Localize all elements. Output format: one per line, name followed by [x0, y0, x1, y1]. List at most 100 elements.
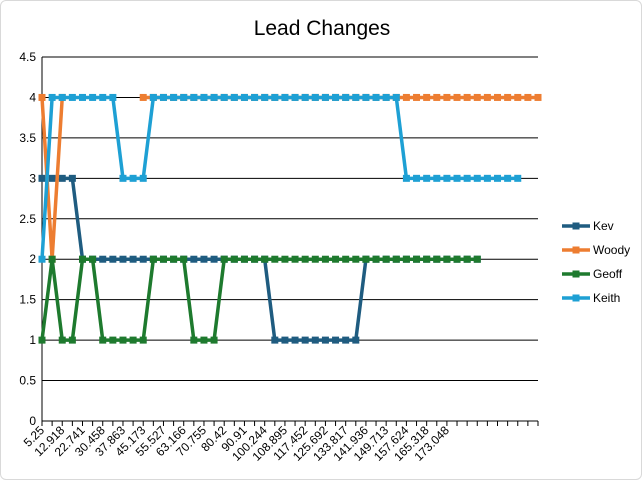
data-point-geoff — [240, 255, 248, 263]
data-point-geoff — [473, 255, 481, 263]
data-point-woody — [463, 93, 471, 101]
legend-item-geoff: Geoff — [562, 267, 623, 281]
data-point-keith — [119, 174, 127, 182]
data-point-geoff — [230, 255, 238, 263]
data-point-geoff — [159, 255, 167, 263]
data-point-geoff — [180, 255, 188, 263]
data-point-geoff — [362, 255, 370, 263]
data-point-geoff — [99, 336, 107, 344]
data-point-keith — [129, 174, 137, 182]
y-tick-label: 0.5 — [19, 374, 36, 388]
data-point-geoff — [463, 255, 471, 263]
data-point-keith — [89, 93, 97, 101]
data-point-woody — [524, 93, 532, 101]
data-point-geoff — [261, 255, 269, 263]
data-point-keith — [78, 93, 86, 101]
data-point-kev — [301, 336, 309, 344]
data-point-kev — [332, 336, 340, 344]
legend-item-keith: Keith — [562, 291, 620, 305]
data-point-keith — [342, 93, 350, 101]
y-tick-label: 2 — [29, 252, 36, 266]
legend-label: Woody — [593, 243, 630, 257]
data-point-keith — [180, 93, 188, 101]
data-point-geoff — [200, 336, 208, 344]
data-point-keith — [159, 93, 167, 101]
data-point-keith — [240, 93, 248, 101]
data-point-kev — [352, 336, 360, 344]
data-point-keith — [321, 93, 329, 101]
data-point-geoff — [129, 336, 137, 344]
data-point-geoff — [48, 255, 56, 263]
data-point-woody — [443, 93, 451, 101]
data-point-kev — [139, 255, 147, 263]
data-point-kev — [210, 255, 218, 263]
data-point-keith — [514, 174, 522, 182]
data-point-keith — [473, 174, 481, 182]
data-point-kev — [321, 336, 329, 344]
legend-label: Kev — [593, 219, 614, 233]
data-point-keith — [38, 255, 46, 263]
data-point-kev — [291, 336, 299, 344]
legend-marker — [572, 246, 580, 254]
data-point-keith — [443, 174, 451, 182]
data-point-geoff — [38, 336, 46, 344]
data-point-geoff — [109, 336, 117, 344]
data-point-keith — [220, 93, 228, 101]
data-point-geoff — [170, 255, 178, 263]
data-point-geoff — [413, 255, 421, 263]
data-point-geoff — [332, 255, 340, 263]
data-point-woody — [139, 93, 147, 101]
data-point-keith — [190, 93, 198, 101]
legend-marker — [572, 222, 580, 230]
data-point-geoff — [210, 336, 218, 344]
data-point-geoff — [149, 255, 157, 263]
legend-item-kev: Kev — [562, 219, 614, 233]
y-tick-label: 4 — [29, 90, 36, 104]
data-point-kev — [38, 174, 46, 182]
data-point-geoff — [423, 255, 431, 263]
data-point-keith — [463, 174, 471, 182]
data-point-kev — [119, 255, 127, 263]
data-point-kev — [68, 174, 76, 182]
data-point-woody — [433, 93, 441, 101]
data-point-keith — [423, 174, 431, 182]
data-point-kev — [190, 255, 198, 263]
data-point-woody — [473, 93, 481, 101]
data-point-geoff — [311, 255, 319, 263]
data-point-geoff — [321, 255, 329, 263]
data-point-geoff — [58, 336, 66, 344]
data-point-woody — [483, 93, 491, 101]
data-point-keith — [392, 93, 400, 101]
data-point-geoff — [220, 255, 228, 263]
legend-label: Keith — [593, 291, 620, 305]
data-point-woody — [423, 93, 431, 101]
data-point-woody — [494, 93, 502, 101]
data-point-keith — [210, 93, 218, 101]
data-point-kev — [99, 255, 107, 263]
data-point-kev — [200, 255, 208, 263]
data-point-keith — [48, 93, 56, 101]
data-point-keith — [483, 174, 491, 182]
data-point-geoff — [443, 255, 451, 263]
data-point-geoff — [190, 336, 198, 344]
data-point-woody — [514, 93, 522, 101]
legend-marker — [572, 270, 580, 278]
data-point-keith — [149, 93, 157, 101]
data-point-geoff — [251, 255, 259, 263]
data-point-geoff — [68, 336, 76, 344]
y-tick-label: 0 — [29, 414, 36, 428]
data-point-keith — [99, 93, 107, 101]
data-point-keith — [281, 93, 289, 101]
data-point-keith — [311, 93, 319, 101]
data-point-geoff — [271, 255, 279, 263]
data-point-keith — [301, 93, 309, 101]
data-point-kev — [109, 255, 117, 263]
data-point-geoff — [119, 336, 127, 344]
data-point-keith — [352, 93, 360, 101]
data-point-woody — [402, 93, 410, 101]
data-point-keith — [413, 174, 421, 182]
data-point-keith — [372, 93, 380, 101]
chart-title: Lead Changes — [254, 17, 391, 40]
data-point-keith — [251, 93, 259, 101]
